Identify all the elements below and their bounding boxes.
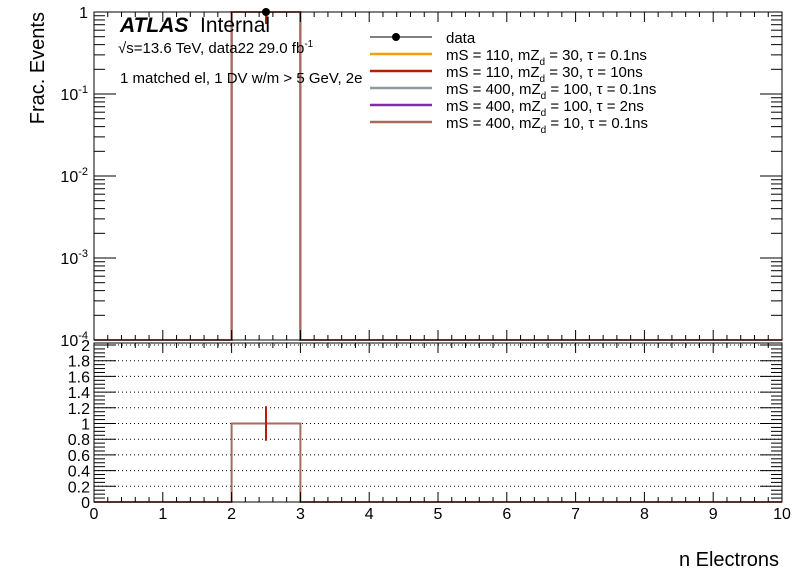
legend-entry: mS = 400, mZd = 10, τ = 0.1ns [446,115,648,136]
ratio-y-tick-label: 1.8 [68,354,90,371]
energy-label: √s=13.6 TeV, data22 29.0 fb-1 [118,39,314,57]
legend-entry: data [446,30,476,47]
main-frame [93,11,783,341]
x-tick-label: 1 [158,506,167,523]
y-tick-label: 1 [79,5,88,22]
legend-entry: mS = 110, mZd = 30, τ = 0.1ns [446,47,647,68]
histogram-5 [94,11,782,341]
ratio-y-tick-label: 0.2 [68,479,90,496]
ratio-y-tick-label: 0 [81,495,90,512]
legend-entry: mS = 400, mZd = 100, τ = 2ns [446,98,644,119]
x-tick-label: 3 [296,506,305,523]
selection-label: 1 matched el, 1 DV w/m > 5 GeV, 2e [120,70,363,87]
legend-entry: mS = 110, mZd = 30, τ = 10ns [446,64,643,85]
x-tick-label: 0 [90,506,99,523]
y-tick-label: 10-3 [60,248,88,268]
ratio-y-tick-label: 1.2 [68,401,90,418]
x-tick-label: 9 [709,506,718,523]
ratio-y-tick-label: 1.6 [68,369,90,386]
y-tick-label: 10-1 [60,84,88,104]
x-tick-label: 7 [571,506,580,523]
x-tick-label: 2 [227,506,236,523]
histogram-2 [94,11,782,341]
histogram-4 [94,11,782,341]
internal-label: Internal [200,14,270,37]
ratio-frame [93,342,783,503]
legend-entry: mS = 400, mZd = 100, τ = 0.1ns [446,81,656,102]
y-tick-label: 10-4 [60,330,88,350]
ratio-histogram [94,422,782,503]
x-tick-label: 4 [365,506,374,523]
x-tick-label: 8 [640,506,649,523]
y-axis-label: Frac. Events [27,12,49,124]
x-tick-label: 10 [773,506,791,523]
ratio-y-tick-label: 1.4 [68,385,90,402]
histogram-3 [94,11,782,341]
histogram-1 [94,11,782,341]
atlas-label: ATLAS [119,14,188,37]
lumi-unit-superscript: -1 [304,39,313,50]
legend-marker [392,33,400,41]
x-tick-label: 6 [502,506,511,523]
energy-text: √s=13.6 TeV, data22 29.0 fb [118,40,304,57]
ratio-y-tick-label: 0.8 [68,432,90,449]
y-tick-label: 10-2 [60,166,88,186]
x-axis-label: n Electrons [679,549,779,571]
x-tick-label: 5 [434,506,443,523]
ratio-y-tick-label: 0.6 [68,448,90,465]
ratio-y-tick-label: 0.4 [68,464,90,481]
ratio-y-tick-label: 2 [81,338,90,355]
ratio-y-tick-label: 1 [81,417,90,434]
